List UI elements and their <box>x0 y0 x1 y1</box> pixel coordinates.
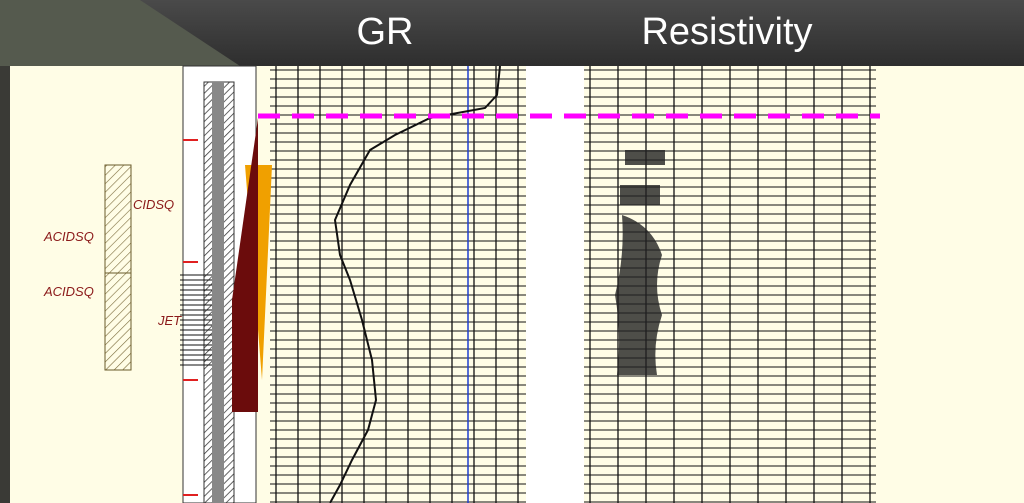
log-panel <box>10 66 1024 503</box>
header-accent <box>0 0 240 66</box>
gr-title: GR <box>357 11 414 53</box>
treatment-interval <box>104 164 132 371</box>
depth-track <box>526 66 584 503</box>
perforations <box>180 139 212 496</box>
perforation-label: CIDSQ <box>133 197 174 212</box>
lithology-label: ACIDSQ <box>43 284 94 299</box>
perforation-label: JET <box>157 313 182 328</box>
lithology-label: ACIDSQ <box>43 229 94 244</box>
resistivity-title: Resistivity <box>641 11 812 53</box>
resistivity-trace <box>615 150 665 375</box>
tubing <box>212 82 224 503</box>
red-wedge <box>232 118 258 412</box>
